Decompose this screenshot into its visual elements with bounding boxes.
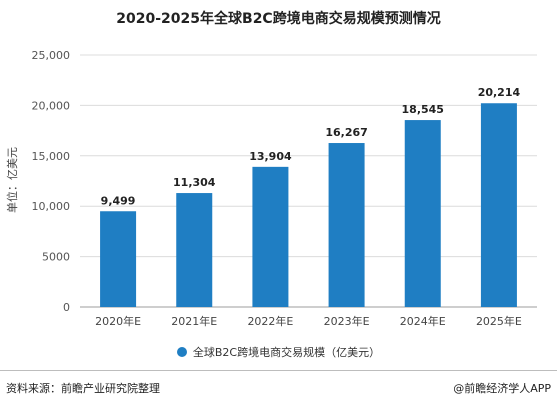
data-label: 20,214: [478, 86, 521, 99]
data-label: 11,304: [173, 176, 216, 189]
footer-divider: [0, 370, 557, 371]
y-axis-title: 单位：亿美元: [5, 147, 19, 213]
credit-note: @前瞻经济学人APP: [453, 382, 551, 395]
bar: [404, 120, 441, 307]
data-labels: 9,499 11,304 13,904 16,267 18,545 20,214: [101, 86, 521, 207]
data-label: 13,904: [249, 150, 292, 163]
data-label: 18,545: [402, 103, 444, 116]
bar: [480, 103, 517, 307]
legend-marker: [176, 347, 187, 357]
y-tick-label: 20,000: [32, 99, 71, 112]
x-tick-label: 2022年E: [247, 314, 293, 328]
x-tick-label: 2023年E: [324, 314, 370, 328]
x-tick-label: 2025年E: [476, 314, 522, 328]
x-tick-label: 2020年E: [95, 314, 141, 328]
bar: [100, 211, 137, 307]
y-tick-label: 15,000: [32, 150, 71, 163]
legend-label: 全球B2C跨境电商交易规模（亿美元）: [192, 346, 381, 359]
legend: 全球B2C跨境电商交易规模（亿美元）: [0, 344, 557, 360]
bar: [328, 143, 365, 307]
gridlines: [80, 54, 537, 258]
x-tick-label: 2024年E: [400, 314, 446, 328]
x-axis-ticks: 2020年E 2021年E 2022年E 2023年E 2024年E 2025年E: [95, 314, 522, 328]
bars: [100, 103, 517, 307]
bar: [252, 166, 289, 307]
y-tick-label: 10,000: [32, 200, 71, 213]
data-label: 16,267: [325, 126, 367, 139]
x-tick-label: 2021年E: [171, 314, 217, 328]
y-axis-ticks: 0 5000 10,000 15,000 20,000 25,000: [32, 49, 71, 314]
y-tick-label: 5000: [42, 251, 70, 264]
data-label: 9,499: [101, 194, 136, 207]
bar: [176, 193, 213, 307]
source-note: 资料来源：前瞻产业研究院整理: [6, 382, 160, 395]
chart-title: 2020-2025年全球B2C跨境电商交易规模预测情况: [116, 11, 441, 27]
y-tick-label: 25,000: [32, 49, 71, 62]
y-tick-label: 0: [63, 301, 70, 314]
